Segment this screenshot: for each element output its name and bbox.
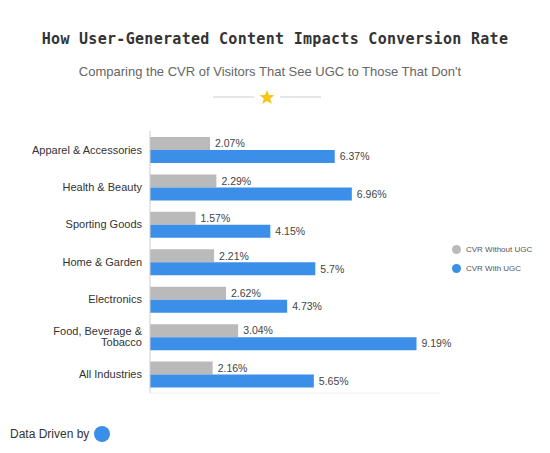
svg-text:All Industries: All Industries (79, 368, 142, 380)
svg-text:5.7%: 5.7% (320, 263, 344, 275)
svg-text:3.04%: 3.04% (243, 324, 273, 336)
svg-text:4.73%: 4.73% (292, 300, 322, 312)
svg-text:Electronics: Electronics (88, 293, 142, 305)
svg-text:2.29%: 2.29% (221, 175, 251, 187)
html-text:CVR With UGC: CVR With UGC (466, 264, 522, 273)
svg-text:Apparel & Accessories: Apparel & Accessories (32, 144, 143, 156)
svg-text:2.21%: 2.21% (219, 250, 249, 262)
svg-text:6.96%: 6.96% (357, 188, 387, 200)
svg-text:9.19%: 9.19% (422, 337, 452, 349)
svg-text:4.15%: 4.15% (275, 225, 305, 237)
svg-text:Home & Garden: Home & Garden (63, 256, 142, 268)
svg-text:Health & Beauty: Health & Beauty (63, 181, 143, 193)
svg-text:6.37%: 6.37% (340, 150, 370, 162)
svg-text:5.65%: 5.65% (319, 375, 349, 387)
svg-text:1.57%: 1.57% (201, 212, 231, 224)
html-text:How User-Generated Content Imp: How User-Generated Content Impacts Conve… (41, 30, 509, 48)
svg-text:2.16%: 2.16% (218, 362, 248, 374)
svg-text:Sporting Goods: Sporting Goods (66, 218, 143, 230)
html-text:Data Driven by: Data Driven by (10, 427, 90, 441)
svg-text:2.07%: 2.07% (215, 137, 245, 149)
html-text:CVR Without UGC: CVR Without UGC (466, 245, 533, 254)
svg-text:Food, Beverage &Tobacco: Food, Beverage &Tobacco (53, 325, 142, 348)
html-text:Comparing the CVR of Visitors: Comparing the CVR of Visitors That See U… (78, 64, 462, 79)
svg-text:2.62%: 2.62% (231, 287, 261, 299)
